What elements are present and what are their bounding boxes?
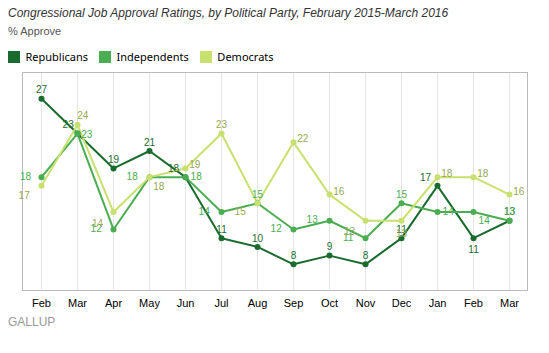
svg-text:18: 18 — [168, 163, 180, 174]
svg-text:19: 19 — [108, 154, 120, 165]
svg-text:15: 15 — [252, 189, 264, 200]
svg-text:Oct: Oct — [321, 297, 338, 309]
svg-text:22: 22 — [297, 133, 309, 144]
svg-text:17: 17 — [19, 190, 31, 201]
svg-text:10: 10 — [252, 233, 264, 244]
svg-text:18: 18 — [20, 171, 32, 182]
html-text:Congressional Job Approval Rat: Congressional Job Approval Ratings, by P… — [8, 6, 449, 20]
svg-text:Mar: Mar — [68, 297, 87, 309]
svg-text:23: 23 — [81, 129, 93, 140]
svg-text:19: 19 — [189, 159, 201, 170]
svg-text:Sep: Sep — [284, 297, 304, 309]
svg-text:9: 9 — [327, 241, 333, 252]
svg-text:13: 13 — [504, 206, 516, 217]
svg-text:May: May — [139, 297, 160, 309]
svg-text:13: 13 — [504, 206, 516, 217]
svg-text:Jun: Jun — [177, 297, 195, 309]
svg-text:18: 18 — [191, 171, 203, 182]
svg-text:Feb: Feb — [464, 297, 483, 309]
svg-text:18: 18 — [153, 181, 165, 192]
svg-text:12: 12 — [271, 223, 283, 234]
svg-text:18: 18 — [127, 171, 139, 182]
svg-text:17: 17 — [420, 172, 432, 183]
html-text:Independents: Independents — [116, 49, 189, 64]
svg-text:8: 8 — [291, 250, 297, 261]
svg-text:14: 14 — [443, 206, 455, 217]
svg-text:13: 13 — [396, 228, 408, 239]
svg-text:24: 24 — [77, 110, 89, 121]
svg-text:Aug: Aug — [248, 297, 268, 309]
svg-text:27: 27 — [36, 84, 48, 95]
svg-text:18: 18 — [441, 168, 453, 179]
html-text:Republicans: Republicans — [25, 49, 89, 64]
html-text:% Approve: % Approve — [8, 25, 62, 37]
svg-text:15: 15 — [396, 189, 408, 200]
svg-text:14: 14 — [199, 206, 211, 217]
svg-text:23: 23 — [63, 119, 75, 130]
svg-text:23: 23 — [216, 119, 228, 130]
svg-text:11: 11 — [468, 244, 479, 255]
svg-text:16: 16 — [333, 186, 345, 197]
svg-text:8: 8 — [363, 250, 369, 261]
html-text:GALLUP: GALLUP — [8, 315, 56, 329]
svg-text:Jan: Jan — [429, 297, 447, 309]
svg-text:Mar: Mar — [500, 297, 519, 309]
svg-text:16: 16 — [513, 186, 525, 197]
svg-text:Nov: Nov — [356, 297, 376, 309]
svg-text:18: 18 — [477, 168, 489, 179]
svg-text:14: 14 — [479, 215, 491, 226]
svg-text:Apr: Apr — [105, 297, 122, 309]
svg-text:11: 11 — [216, 224, 227, 235]
svg-text:15: 15 — [235, 206, 247, 217]
svg-text:Jul: Jul — [214, 297, 228, 309]
svg-text:Feb: Feb — [32, 297, 51, 309]
svg-text:14: 14 — [92, 218, 104, 229]
html-text:Democrats: Democrats — [217, 49, 274, 64]
svg-text:Dec: Dec — [392, 297, 412, 309]
svg-text:13: 13 — [344, 226, 356, 237]
svg-text:13: 13 — [307, 214, 319, 225]
svg-text:21: 21 — [144, 137, 156, 148]
